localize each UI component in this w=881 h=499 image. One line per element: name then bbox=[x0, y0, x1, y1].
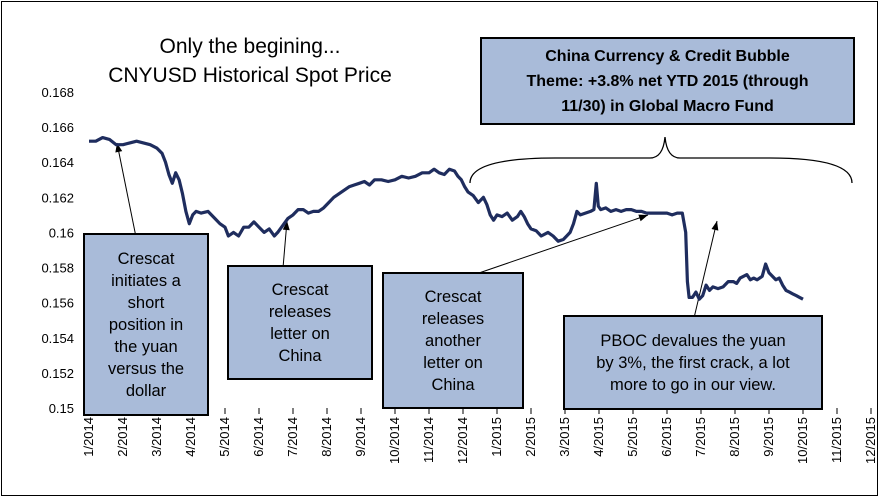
chart-title: Only the begining... bbox=[159, 35, 341, 58]
callout-line: more to go in our view. bbox=[610, 375, 776, 394]
callout-line: letter on bbox=[423, 353, 483, 372]
x-tick-label: 6/2014 bbox=[251, 417, 266, 457]
callout-theme: China Currency & Credit Bubble Theme: +3… bbox=[480, 37, 855, 125]
y-tick-label: 0.168 bbox=[41, 85, 74, 100]
x-tick-label: 8/2014 bbox=[319, 417, 334, 457]
x-tick-label: 1/2015 bbox=[489, 417, 504, 457]
callout-theme-line: 11/30) in Global Macro Fund bbox=[561, 97, 774, 115]
callout-line: letter on bbox=[270, 324, 330, 343]
y-axis: 0.168 0.166 0.164 0.162 0.16 0.158 0.156 0.154 0… bbox=[41, 85, 74, 416]
callout-line: releases bbox=[421, 309, 485, 328]
x-tick-label: 8/2015 bbox=[727, 417, 742, 457]
x-tick-label: 11/2015 bbox=[829, 417, 844, 463]
x-tick-label: 7/2014 bbox=[285, 417, 300, 457]
callout-line: versus the bbox=[107, 359, 185, 378]
x-tick-label: 5/2015 bbox=[625, 417, 640, 457]
x-tick-label: 3/2014 bbox=[149, 417, 164, 457]
x-tick-label: 3/2015 bbox=[557, 417, 572, 457]
callout-short-position: Crescat initiates a short position in th… bbox=[83, 233, 209, 416]
x-tick-label: 10/2015 bbox=[795, 417, 810, 464]
y-tick-label: 0.156 bbox=[41, 296, 74, 311]
arrow-pboc bbox=[693, 220, 718, 319]
callout-pboc: PBOC devalues the yuan by 3%, the first … bbox=[563, 315, 823, 410]
x-tick-label: 9/2014 bbox=[353, 417, 368, 457]
callout-line: Crescat bbox=[424, 287, 482, 306]
y-tick-label: 0.154 bbox=[41, 331, 74, 346]
x-tick-label: 5/2014 bbox=[217, 417, 232, 457]
callout-theme-line: China Currency & Credit Bubble bbox=[545, 47, 790, 65]
series-line bbox=[89, 136, 804, 301]
callout-line: PBOC devalues the yuan bbox=[600, 331, 786, 350]
x-tick-label: 4/2014 bbox=[183, 417, 198, 457]
x-tick-label: 10/2014 bbox=[387, 417, 402, 464]
arrow-another-letter-head bbox=[638, 214, 648, 222]
callout-line: short bbox=[127, 293, 165, 312]
x-tick-label: 12/2015 bbox=[863, 417, 878, 464]
callout-line: China bbox=[431, 375, 475, 394]
callout-line: releases bbox=[268, 302, 332, 321]
callout-line: initiates a bbox=[111, 271, 181, 290]
y-tick-label: 0.164 bbox=[41, 155, 74, 170]
callout-line: by 3%, the first crack, a lot bbox=[596, 353, 790, 372]
x-tick-label: 9/2015 bbox=[761, 417, 776, 457]
brace-2015 bbox=[469, 136, 853, 184]
callout-another-letter: Crescat releases another letter on China bbox=[382, 272, 524, 409]
callout-line: Crescat bbox=[117, 249, 175, 268]
callout-line: the yuan bbox=[114, 337, 178, 356]
x-axis: 1/2014 2/2014 3/2014 4/2014 5/2014 6/2014 7/20… bbox=[81, 408, 878, 464]
y-tick-label: 0.15 bbox=[49, 401, 74, 416]
y-tick-label: 0.152 bbox=[41, 366, 74, 381]
y-tick-label: 0.166 bbox=[41, 120, 74, 135]
y-tick-label: 0.162 bbox=[41, 190, 74, 205]
arrow-short-position bbox=[116, 142, 137, 238]
x-tick-label: 11/2014 bbox=[421, 417, 436, 463]
x-tick-label: 2/2014 bbox=[115, 417, 130, 457]
y-tick-label: 0.158 bbox=[41, 261, 74, 276]
x-tick-label: 4/2015 bbox=[591, 417, 606, 457]
x-tick-label: 2/2015 bbox=[523, 417, 538, 457]
y-tick-label: 0.16 bbox=[49, 225, 74, 240]
arrow-another-letter bbox=[475, 214, 649, 275]
x-tick-label: 1/2014 bbox=[81, 417, 96, 457]
callout-line: another bbox=[425, 331, 481, 350]
x-tick-label: 7/2015 bbox=[693, 417, 708, 457]
callout-line: China bbox=[278, 346, 322, 365]
chart-subtitle: CNYUSD Historical Spot Price bbox=[108, 64, 392, 87]
series-group bbox=[89, 136, 804, 301]
callout-letter-china: Crescat releases letter on China bbox=[227, 265, 373, 380]
arrow-letter-china-head bbox=[282, 221, 290, 231]
callout-line: Crescat bbox=[271, 280, 329, 299]
x-tick-label: 12/2014 bbox=[455, 417, 470, 464]
arrow-pboc-head bbox=[711, 221, 719, 231]
callout-theme-line: Theme: +3.8% net YTD 2015 (through bbox=[526, 72, 809, 90]
callout-line: dollar bbox=[125, 381, 167, 400]
callout-line: position in bbox=[108, 315, 184, 334]
x-tick-label: 6/2015 bbox=[659, 417, 674, 457]
